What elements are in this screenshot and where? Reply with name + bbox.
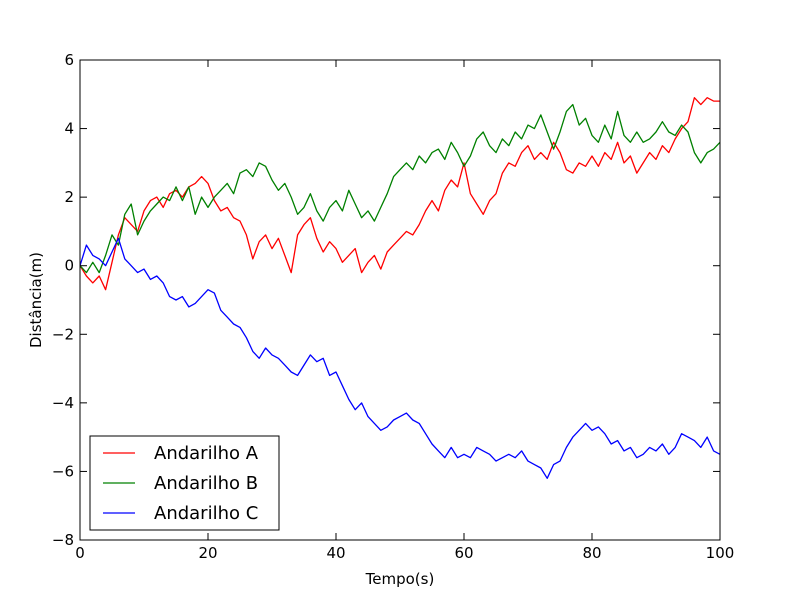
plot-frame <box>79 59 721 541</box>
y-tick-label: 6 <box>64 51 74 69</box>
y-tick-label: 2 <box>64 188 74 206</box>
series-line-3 <box>80 237 720 479</box>
x-tick-label: 60 <box>454 544 473 562</box>
y-tick-label: 4 <box>64 120 74 138</box>
series-line-2 <box>80 103 720 274</box>
legend-label: Andarilho C <box>154 503 258 524</box>
y-tick-label: −6 <box>52 462 74 480</box>
axis-ticks: 0 20 40 60 80 100 −8 −6 −4 −2 0 2 4 6 <box>52 51 734 562</box>
x-tick-label: 20 <box>198 544 217 562</box>
y-tick-label: −4 <box>52 394 74 412</box>
legend-label: Andarilho B <box>154 473 258 494</box>
y-tick-label: −2 <box>52 325 74 343</box>
x-tick-label: 80 <box>582 544 601 562</box>
y-axis-label: Distância(m) <box>27 252 45 348</box>
y-tick-label: −8 <box>52 531 74 549</box>
legend-label: Andarilho A <box>154 443 259 464</box>
x-axis-label: Tempo(s) <box>365 570 435 588</box>
series-layer <box>80 97 720 479</box>
legend: Andarilho A Andarilho B Andarilho C <box>89 435 280 531</box>
y-tick-label: 0 <box>64 257 74 275</box>
x-tick-label: 100 <box>706 544 735 562</box>
x-tick-label: 0 <box>75 544 85 562</box>
x-tick-label: 40 <box>326 544 345 562</box>
